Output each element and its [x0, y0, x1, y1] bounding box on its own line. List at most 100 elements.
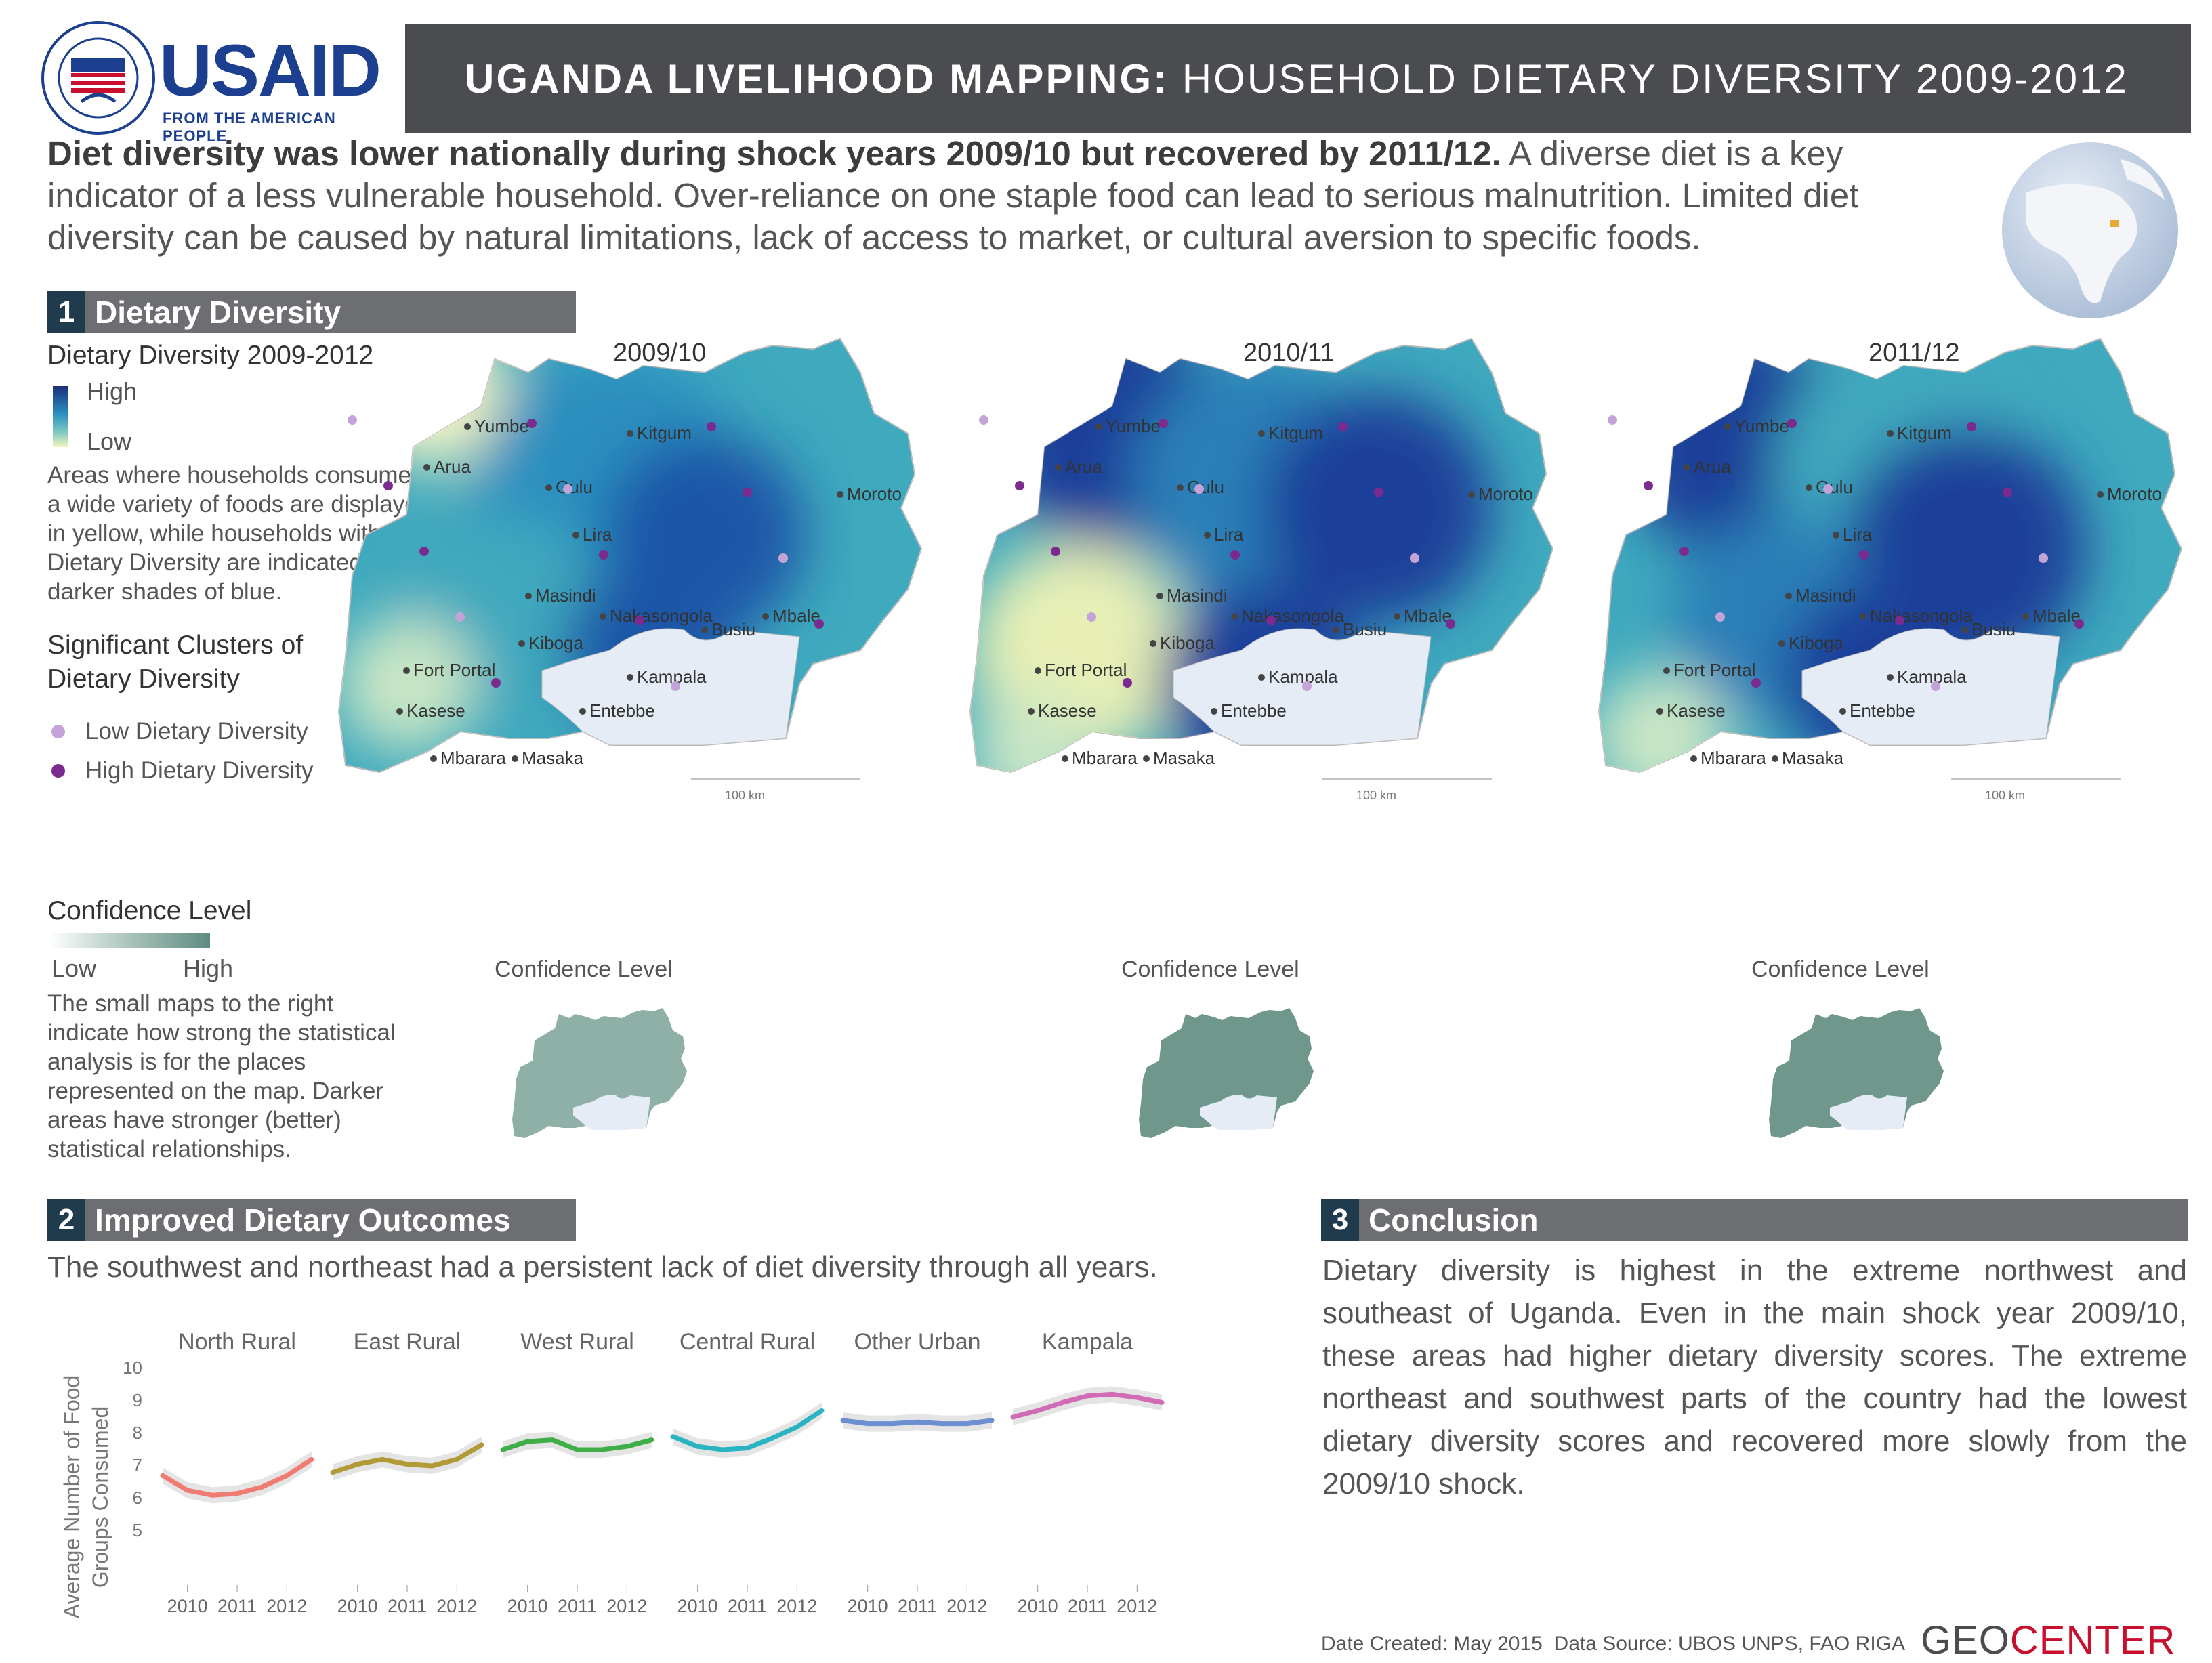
city-dot	[1684, 464, 1690, 471]
cluster-high-dot-icon	[51, 764, 65, 778]
cluster-point	[1230, 550, 1240, 560]
section2-header: 2 Improved Dietary Outcomes	[47, 1199, 576, 1241]
city-label: Mbale	[1404, 606, 1452, 626]
cluster-point	[707, 422, 716, 431]
city-dot	[1887, 430, 1894, 437]
city-dot	[1143, 755, 1150, 762]
x-tick-label: 2011	[898, 1596, 937, 1616]
city-dot	[1211, 708, 1217, 715]
legend-high: High	[87, 377, 138, 405]
region-label: West Rural	[520, 1329, 634, 1355]
confidence-legend-title: Confidence Level	[47, 896, 252, 925]
legend-description: Areas where households consumed a wide v…	[47, 462, 432, 605]
confidence-map-title: Confidence Level	[1751, 956, 1929, 982]
city-dot	[545, 484, 552, 491]
diversity-surface-blob	[970, 691, 1092, 772]
confidence-map-title: Confidence Level	[1121, 956, 1299, 982]
x-tick-label: 2011	[1068, 1596, 1107, 1616]
region-label: Central Rural	[679, 1329, 816, 1355]
cluster-point	[2003, 488, 2012, 497]
city-dot	[1204, 532, 1211, 539]
city-label: Masindi	[1167, 585, 1228, 606]
confidence-description: The small maps to the right indicate how…	[47, 990, 396, 1162]
cluster-point	[1410, 553, 1419, 563]
city-label: Kiboga	[1160, 633, 1215, 653]
section3-number: 3	[1321, 1199, 1359, 1241]
city-dot	[762, 613, 769, 620]
city-label: Yumbe	[474, 416, 529, 436]
chart-y-axis-label: Average Number of Food Groups Consumed	[60, 1375, 112, 1619]
city-dot	[627, 674, 633, 681]
cluster-low-label: Low Dietary Diversity	[85, 718, 308, 744]
date-created: Date Created: May 2015	[1321, 1633, 1543, 1655]
dietary-diversity-map: Yumbe Kitgum Arua Gulu Moroto Lira Masindi Naka…	[1598, 337, 2183, 802]
city-dot	[1839, 708, 1846, 715]
cluster-point	[1159, 419, 1168, 428]
city-label: Lira	[583, 524, 612, 545]
y-tick-label: 6	[132, 1488, 142, 1508]
series-line	[1010, 1391, 1165, 1420]
region-label: Other Urban	[854, 1329, 981, 1355]
dietary-diversity-map: Yumbe Kitgum Arua Gulu Moroto Lira Masindi Naka…	[337, 337, 923, 802]
diversity-surface-blob	[1261, 393, 1492, 623]
confidence-lake	[1830, 1095, 1907, 1130]
cluster-point	[2039, 553, 2048, 563]
cluster-point	[419, 547, 429, 556]
city-dot	[1258, 674, 1265, 681]
city-dot	[579, 708, 586, 715]
usaid-seal-icon	[41, 21, 155, 135]
city-label: Fort Portal	[1673, 660, 1755, 680]
x-tick-label: 2011	[217, 1596, 257, 1616]
lake-victoria	[1173, 628, 1432, 746]
cluster-point	[491, 678, 501, 688]
city-label: Mbarara	[1072, 748, 1138, 768]
intro-lead: Diet diversity was lower nationally duri…	[47, 134, 1501, 173]
confidence-band	[503, 1431, 652, 1458]
usaid-wordmark: USAID	[159, 29, 381, 111]
confidence-map	[512, 1008, 687, 1138]
city-dot	[1833, 532, 1839, 539]
title-bar: UGANDA LIVELIHOOD MAPPING: HOUSEHOLD DIE…	[405, 24, 2191, 133]
city-dot	[1156, 593, 1163, 599]
data-source: Data Source: UBOS UNPS, FAO RIGA	[1553, 1633, 1906, 1655]
scale-label: 100 km	[1985, 788, 2025, 802]
x-tick-label: 2010	[507, 1596, 548, 1616]
city-dot	[1035, 667, 1041, 674]
conclusion-text: Dietary diversity is highest in the extr…	[1322, 1254, 2187, 1500]
city-dot	[701, 627, 708, 633]
city-label: Arua	[1065, 457, 1102, 477]
series-line	[160, 1456, 314, 1498]
city-label: Arua	[1694, 457, 1731, 477]
x-tick-label: 2012	[266, 1596, 307, 1616]
legend-title: Dietary Diversity 2009-2012	[47, 341, 374, 370]
city-label: Fort Portal	[1045, 660, 1127, 680]
scale-label: 100 km	[725, 788, 765, 802]
city-dot	[1055, 464, 1062, 471]
lake-victoria	[1801, 628, 2060, 746]
cluster-point	[743, 488, 752, 497]
city-label: Kasese	[406, 700, 465, 721]
cluster-point	[2074, 619, 2084, 629]
y-tick-label: 5	[132, 1520, 142, 1540]
city-dot	[2022, 613, 2029, 620]
confidence-gradient-bar	[50, 933, 210, 948]
city-label: Gulu	[556, 477, 593, 497]
region-label: Kampala	[1041, 1329, 1133, 1355]
city-label: Mbarara	[1700, 748, 1766, 768]
region-label: North Rural	[178, 1329, 296, 1355]
city-label: Kasese	[1038, 700, 1097, 721]
city-label: Nakasongola	[1870, 606, 1973, 626]
city-label: Moroto	[847, 484, 902, 504]
city-label: Fort Portal	[413, 660, 495, 680]
city-dot	[1690, 755, 1697, 762]
city-label: Arua	[434, 457, 471, 477]
intro-body: A diverse diet is a key indicator of a l…	[47, 134, 1859, 257]
geocenter-logo: GEOCENTER	[1921, 1618, 2176, 1662]
cluster-point	[1051, 547, 1060, 556]
city-dot	[1177, 484, 1184, 491]
city-dot	[1860, 613, 1866, 620]
city-dot	[1333, 627, 1339, 633]
y-tick-label: 9	[132, 1390, 142, 1410]
city-dot	[1095, 423, 1102, 430]
dietary-diversity-map: Yumbe Kitgum Arua Gulu Moroto Lira Masindi Naka…	[969, 337, 1554, 802]
